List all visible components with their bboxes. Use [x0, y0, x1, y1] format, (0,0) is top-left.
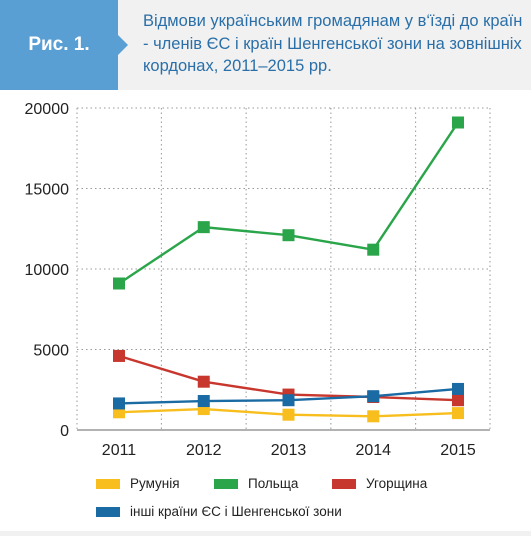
- data-point: [282, 394, 295, 407]
- data-point: [452, 116, 464, 129]
- data-point: [367, 410, 380, 423]
- x-tick-label: 2012: [186, 442, 222, 459]
- data-point: [113, 277, 125, 290]
- legend-label-other-eu: інші країни ЄС і Шенгенської зони: [130, 504, 342, 519]
- legend-label-hungary: Угорщина: [366, 476, 428, 491]
- legend-label-poland: Польща: [248, 476, 299, 491]
- data-point: [197, 221, 210, 234]
- data-point: [452, 407, 464, 420]
- data-point: [282, 408, 295, 421]
- data-point: [452, 382, 464, 395]
- legend-item-other-eu: інші країни ЄС і Шенгенської зони: [96, 504, 342, 519]
- plot-area: 0 5000 10000 15000 20000 2011 2012 2013 2014 2015: [0, 90, 531, 531]
- line-chart: 0 5000 10000 15000 20000 2011 2012 2013 2014 2015: [25, 101, 491, 459]
- axis-layer: 0 5000 10000 15000 20000 2011 2012 2013 2014 2015: [25, 101, 490, 459]
- chart-title: Відмови українським громадянам у в‘їзді …: [143, 12, 523, 75]
- series-3: [113, 382, 464, 410]
- data-point: [282, 229, 295, 242]
- figure-label: Рис. 1.: [0, 0, 128, 90]
- data-point: [452, 394, 464, 407]
- x-tick-label: 2015: [440, 442, 476, 459]
- data-point: [367, 390, 380, 403]
- legend-item-poland: Польща: [214, 476, 298, 491]
- series-1: [113, 116, 464, 290]
- x-tick-label: 2013: [271, 442, 307, 459]
- legend: Румунія Польща Угорщина інші країни ЄС і…: [96, 470, 526, 530]
- legend-swatch-hungary: [332, 478, 356, 489]
- legend-swatch-romania: [96, 478, 120, 489]
- data-point: [197, 375, 210, 388]
- y-tick-label: 10000: [25, 262, 70, 279]
- data-point: [197, 395, 210, 408]
- series-layer: [113, 116, 464, 423]
- data-point: [113, 397, 125, 410]
- y-tick-label: 0: [60, 423, 69, 440]
- x-tick-label: 2011: [102, 442, 137, 459]
- legend-label-romania: Румунія: [130, 476, 180, 491]
- legend-item-romania: Румунія: [96, 476, 180, 491]
- y-tick-label: 5000: [33, 343, 69, 360]
- figure-header: Рис. 1. Відмови українським громадянам у…: [0, 0, 531, 90]
- legend-swatch-other-eu: [96, 506, 120, 517]
- y-tick-label: 15000: [25, 182, 70, 199]
- y-tick-label: 20000: [25, 101, 70, 118]
- legend-item-hungary: Угорщина: [332, 476, 427, 491]
- data-point: [367, 243, 380, 256]
- data-point: [113, 349, 125, 362]
- legend-swatch-poland: [214, 478, 238, 489]
- series-line: [118, 121, 459, 285]
- x-tick-label: 2014: [355, 442, 391, 459]
